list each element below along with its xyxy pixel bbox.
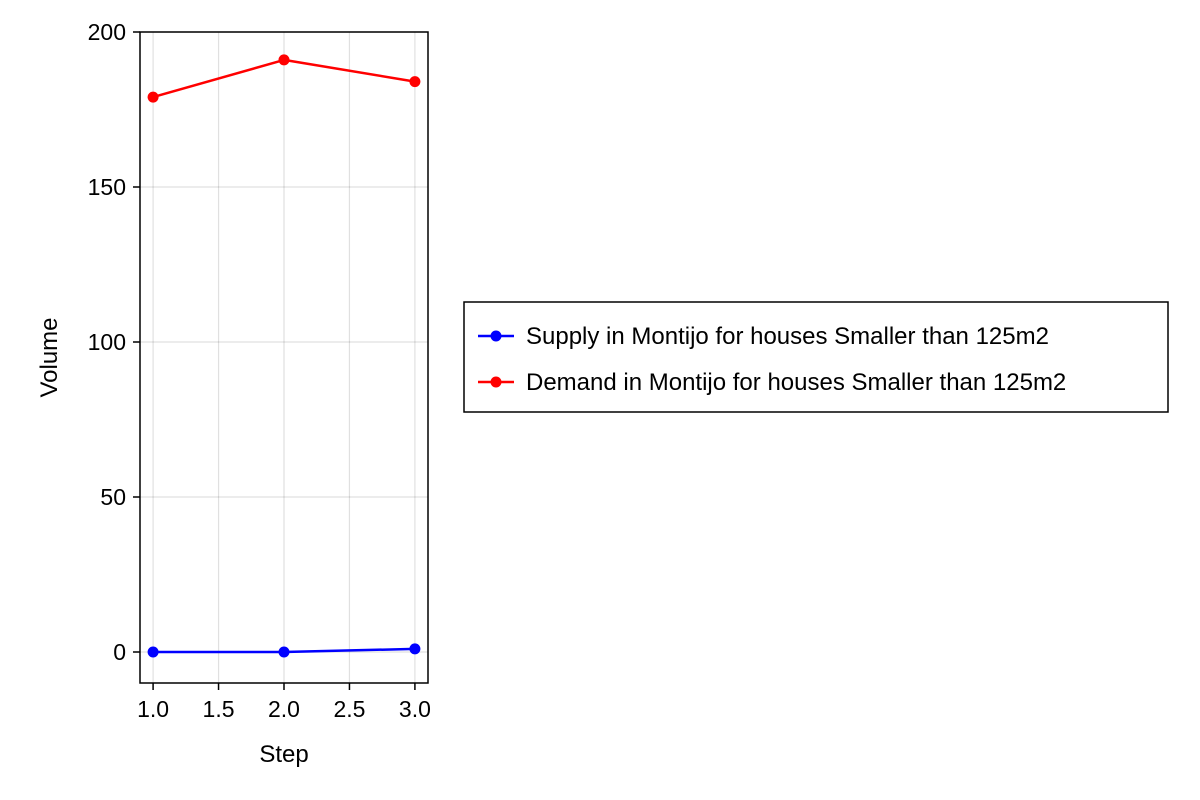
data-point: [278, 646, 290, 658]
data-point: [278, 54, 290, 66]
legend-swatch-marker: [490, 376, 502, 388]
ticks: 1.0 1.5 2.0 2.5 3.0 0 50 100 150 200: [88, 19, 431, 722]
y-tick-label: 150: [88, 174, 126, 200]
x-tick-label: 2.0: [268, 696, 300, 722]
y-tick-label: 200: [88, 19, 126, 45]
data-point: [147, 646, 159, 658]
x-tick-label: 3.0: [399, 696, 431, 722]
legend-box: [463, 301, 1169, 413]
y-tick-label: 50: [100, 484, 126, 510]
y-tick-label: 100: [88, 329, 126, 355]
x-axis-label: Step: [259, 741, 308, 768]
legend-item: Supply in Montijo for houses Smaller tha…: [478, 323, 1049, 350]
legend-item: Demand in Montijo for houses Smaller tha…: [478, 369, 1066, 396]
y-tick-label: 0: [113, 639, 126, 665]
x-tick-label: 1.0: [137, 696, 169, 722]
x-tick-label: 1.5: [203, 696, 235, 722]
data-point: [409, 76, 421, 88]
legend: Supply in Montijo for houses Smaller tha…: [463, 301, 1169, 413]
legend-label: Demand in Montijo for houses Smaller tha…: [526, 369, 1066, 396]
legend-items: Supply in Montijo for houses Smaller tha…: [478, 323, 1066, 396]
data-point: [409, 643, 421, 655]
x-tick-label: 2.5: [333, 696, 365, 722]
series-demand: [147, 54, 421, 103]
legend-label: Supply in Montijo for houses Smaller tha…: [526, 323, 1049, 350]
legend-swatch-marker: [490, 330, 502, 342]
y-axis-label: Volume: [36, 317, 63, 397]
series-layer: [147, 54, 421, 658]
data-point: [147, 91, 159, 103]
series-supply: [147, 643, 421, 658]
